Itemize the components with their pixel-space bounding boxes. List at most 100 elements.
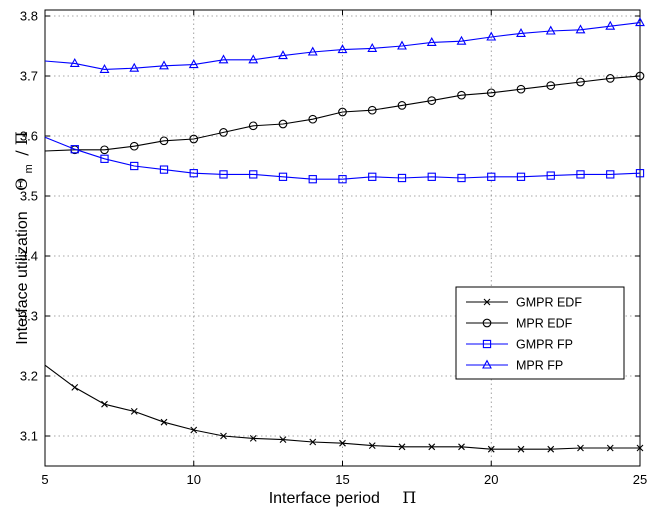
x-tick-label: 10 (187, 472, 201, 487)
x-tick-label: 20 (484, 472, 498, 487)
y-tick-label: 3.3 (20, 309, 38, 324)
series-gmpr-fp (44, 136, 645, 184)
square-marker (606, 170, 615, 179)
x-marker (309, 438, 317, 446)
x-marker (517, 445, 525, 453)
legend-label: GMPR FP (516, 338, 573, 352)
circle-marker (482, 318, 492, 328)
circle-marker (189, 134, 199, 144)
legend: GMPR EDF MPR EDF GMPR FP MPR FP (455, 286, 625, 380)
x-marker (398, 443, 406, 451)
y-axis-label-text: Interface utilization (14, 211, 31, 344)
x-marker (428, 443, 436, 451)
square-marker (427, 172, 436, 181)
x-axis-symbol: Π (402, 488, 416, 507)
square-marker (338, 175, 347, 184)
triangle-marker (129, 62, 140, 72)
x-marker (487, 445, 495, 453)
x-marker (71, 384, 79, 391)
circle-marker (159, 136, 169, 146)
square-marker (308, 175, 317, 184)
y-tick-label: 3.4 (20, 249, 38, 264)
square-marker (249, 170, 258, 179)
circle-marker (635, 71, 645, 81)
legend-label: GMPR EDF (516, 296, 582, 310)
y-axis-symbol: Θ (12, 178, 31, 191)
circle-marker (457, 90, 466, 100)
x-marker (368, 442, 376, 449)
x-marker (606, 444, 614, 452)
triangle-marker (575, 24, 586, 34)
square-marker (70, 145, 79, 154)
square-marker (368, 172, 377, 181)
x-marker (577, 444, 584, 452)
circle-marker (129, 141, 139, 151)
square-marker (546, 171, 555, 180)
x-marker (339, 439, 346, 447)
circle-marker (278, 119, 288, 129)
x-axis-label: Interface period Π (269, 488, 417, 507)
circle-marker (427, 96, 437, 105)
y-axis-label: Interface utilization Θ m / Π (12, 131, 36, 345)
x-tick-label: 15 (335, 472, 349, 487)
square-marker (516, 172, 526, 181)
triangle-marker (99, 63, 110, 73)
square-marker (576, 170, 585, 179)
x-marker (636, 444, 644, 452)
x-tick-label: 25 (633, 472, 647, 487)
circle-marker (367, 105, 377, 115)
x-marker (220, 432, 227, 440)
triangle-marker (482, 359, 492, 369)
x-marker (190, 426, 198, 434)
square-marker (397, 173, 407, 183)
legend-label: MPR EDF (516, 317, 573, 331)
x-tick-label: 5 (41, 472, 48, 487)
y-tick-label: 3.1 (20, 429, 38, 444)
square-marker (130, 161, 139, 171)
circle-marker (516, 84, 526, 94)
circle-marker (100, 145, 109, 155)
x-marker (547, 445, 555, 453)
x-marker (249, 435, 257, 442)
y-tick-label: 3.6 (20, 129, 38, 144)
circle-marker (546, 81, 556, 90)
y-tick-label: 3.5 (20, 189, 38, 204)
y-axis-subscript: m (23, 164, 35, 173)
triangle-marker (545, 25, 556, 35)
x-marker (160, 418, 168, 426)
triangle-marker (367, 42, 378, 52)
y-tick-label: 3.2 (20, 369, 38, 384)
series-gmpr-edf (44, 364, 644, 453)
triangle-marker (248, 54, 259, 64)
triangle-marker (397, 40, 407, 50)
x-axis-label-text: Interface period (269, 490, 380, 507)
triangle-marker (486, 31, 497, 41)
circle-marker (219, 128, 228, 137)
triangle-marker (635, 17, 645, 27)
series-mpr-edf (44, 71, 645, 155)
triangle-marker (337, 44, 348, 54)
legend-item: MPR EDF (466, 317, 573, 331)
triangle-marker (456, 35, 467, 45)
legend-item: GMPR EDF (466, 296, 582, 310)
y-axis-suffix: / Π (12, 131, 31, 155)
square-marker (189, 169, 198, 178)
square-marker (457, 173, 466, 183)
x-marker (458, 443, 465, 451)
x-marker (130, 408, 138, 415)
circle-marker (486, 88, 496, 98)
circle-marker (605, 74, 615, 83)
triangle-marker (278, 50, 288, 60)
square-marker (635, 169, 645, 178)
x-marker (101, 400, 108, 408)
square-marker (482, 339, 492, 349)
series-line (44, 136, 641, 180)
legend-item: GMPR FP (466, 338, 573, 352)
square-marker (278, 172, 288, 181)
triangle-marker (159, 60, 169, 70)
series-line (44, 22, 641, 70)
triangle-marker (307, 46, 318, 56)
legend-items: GMPR EDF MPR EDF GMPR FP MPR FP (466, 296, 582, 373)
square-marker (487, 172, 496, 181)
